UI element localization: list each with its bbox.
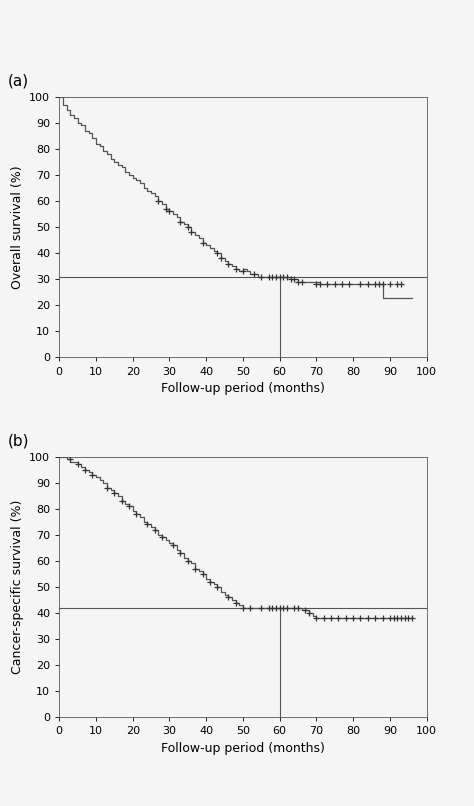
X-axis label: Follow-up period (months): Follow-up period (months) [161, 382, 325, 395]
Y-axis label: Cancer-specific survival (%): Cancer-specific survival (%) [11, 500, 24, 674]
Text: (a): (a) [8, 74, 29, 89]
X-axis label: Follow-up period (months): Follow-up period (months) [161, 742, 325, 755]
Text: (b): (b) [8, 434, 29, 449]
Y-axis label: Overall survival (%): Overall survival (%) [11, 165, 24, 289]
